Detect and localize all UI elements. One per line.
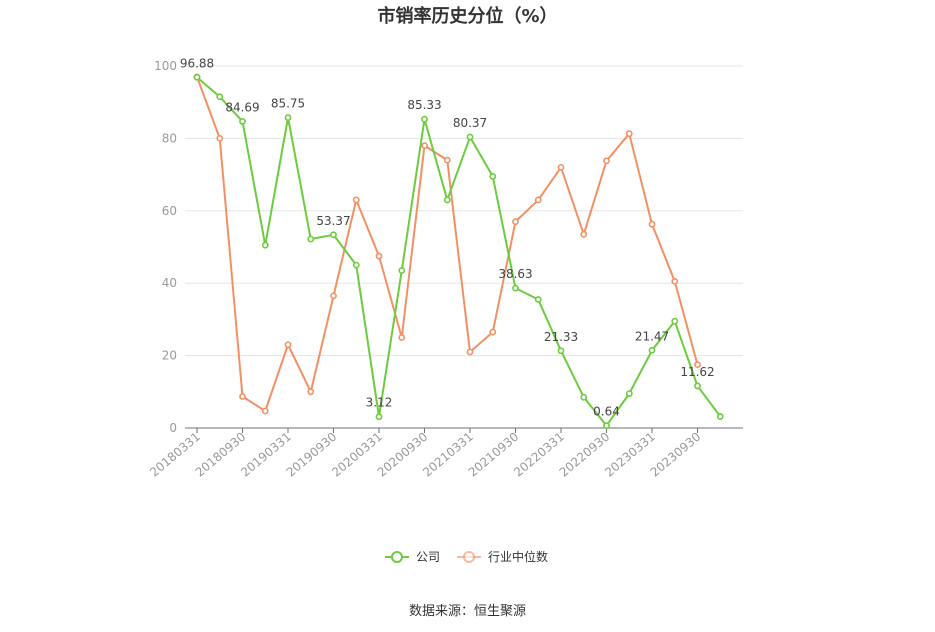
data-point xyxy=(625,390,633,398)
data-label: 85.33 xyxy=(407,98,441,112)
data-point xyxy=(421,115,428,123)
y-tick-label: 80 xyxy=(162,131,177,145)
data-point xyxy=(421,142,428,150)
data-label: 21.47 xyxy=(635,329,669,343)
y-tick-label: 100 xyxy=(154,59,177,73)
legend-label[interactable]: 行业中位数 xyxy=(488,549,548,564)
data-point xyxy=(534,296,542,303)
data-point xyxy=(580,393,588,401)
data-point xyxy=(398,334,406,341)
data-point xyxy=(193,73,201,81)
data-point xyxy=(239,118,246,125)
legend-marker[interactable] xyxy=(391,551,403,563)
data-point xyxy=(330,231,337,239)
data-point xyxy=(239,393,246,400)
data-point xyxy=(466,348,474,356)
data-point xyxy=(352,196,360,204)
data-point xyxy=(284,341,292,349)
data-point xyxy=(489,328,497,336)
y-tick-label: 20 xyxy=(162,349,177,363)
source-note: 数据来源：恒生聚源 xyxy=(408,604,526,619)
data-label: 84.69 xyxy=(225,100,259,114)
data-labels: 96.88 84.69 85.75 53.37 3.12 85.33 80.37 38.63 2… xyxy=(180,56,715,418)
legend-label[interactable]: 公司 xyxy=(416,550,440,564)
data-point xyxy=(694,361,701,369)
y-tick-label: 0 xyxy=(169,421,177,435)
data-point xyxy=(261,241,269,249)
data-point xyxy=(648,220,656,228)
legend-marker[interactable] xyxy=(463,551,475,563)
data-point xyxy=(716,413,724,420)
data-label: 85.75 xyxy=(271,97,305,111)
y-axis-ticks: 0 20 40 60 80 100 xyxy=(154,59,177,435)
data-point xyxy=(375,413,383,421)
data-point xyxy=(671,277,679,285)
series-group xyxy=(193,73,724,430)
grid-lines xyxy=(185,65,743,357)
data-point xyxy=(330,292,337,300)
data-point xyxy=(307,388,315,396)
data-label: 96.88 xyxy=(180,56,214,70)
data-point xyxy=(557,347,565,355)
series-line xyxy=(196,76,699,412)
data-point xyxy=(261,407,269,415)
data-point xyxy=(557,163,565,171)
data-point xyxy=(443,156,451,164)
chart-title: 市销率历史分位（%） xyxy=(377,6,558,27)
data-label: 3.12 xyxy=(366,396,393,410)
x-tick-label: 20230930 xyxy=(648,430,704,480)
data-point xyxy=(489,173,497,180)
data-label: 80.37 xyxy=(453,116,487,130)
series-line xyxy=(196,76,722,427)
data-label: 38.63 xyxy=(498,267,532,281)
data-point xyxy=(625,130,633,138)
data-point xyxy=(648,346,656,354)
y-tick-label: 40 xyxy=(162,276,177,290)
data-point xyxy=(307,235,315,243)
data-point xyxy=(580,230,588,238)
data-point xyxy=(375,252,383,260)
data-label: 0.64 xyxy=(593,405,620,419)
data-point xyxy=(512,218,519,226)
y-tick-label: 60 xyxy=(162,204,177,218)
data-point xyxy=(398,267,406,274)
data-point xyxy=(466,133,474,141)
data-point xyxy=(671,317,679,325)
legend[interactable]: 公司 行业中位数 xyxy=(385,549,548,564)
data-point xyxy=(216,134,224,142)
data-point xyxy=(534,196,542,204)
data-point xyxy=(603,157,610,165)
data-point xyxy=(284,114,292,121)
x-axis-ticks: 2018033120180930201903312019093020200331… xyxy=(147,428,703,480)
data-label: 53.37 xyxy=(316,214,350,228)
data-label: 11.62 xyxy=(680,365,714,379)
data-point xyxy=(352,261,360,269)
data-point xyxy=(512,284,519,292)
data-point xyxy=(694,382,701,390)
data-point xyxy=(603,422,610,430)
data-point xyxy=(216,93,224,101)
data-point xyxy=(443,196,451,204)
data-label: 21.33 xyxy=(544,330,578,344)
